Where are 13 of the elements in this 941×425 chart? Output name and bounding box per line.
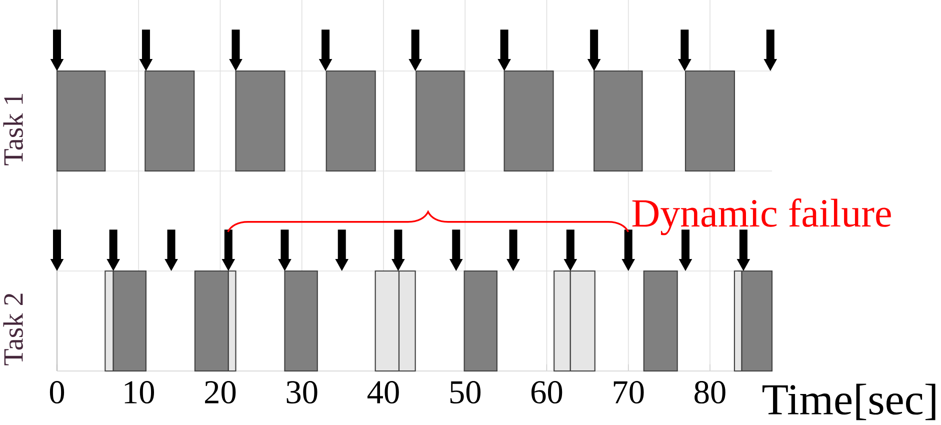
x-tick-label: 50 xyxy=(450,381,480,404)
x-tick-label: 40 xyxy=(367,381,399,404)
x-tick-label: 20 xyxy=(205,381,236,404)
y-tick-label: Task 1 xyxy=(3,94,23,166)
x-tick-label: 60 xyxy=(531,381,562,404)
x-tick-label: 80 xyxy=(694,381,726,404)
x-tick-label: 10 xyxy=(124,381,154,404)
y-tick-label: Task 2 xyxy=(3,294,23,366)
x-tick-label: 30 xyxy=(286,381,318,404)
annotation: Dynamic failure xyxy=(632,198,891,236)
x-tick-label: 0 xyxy=(50,381,64,404)
x-tick-label: 70 xyxy=(614,381,644,404)
x-axis-title: Time[sec] xyxy=(762,384,936,420)
